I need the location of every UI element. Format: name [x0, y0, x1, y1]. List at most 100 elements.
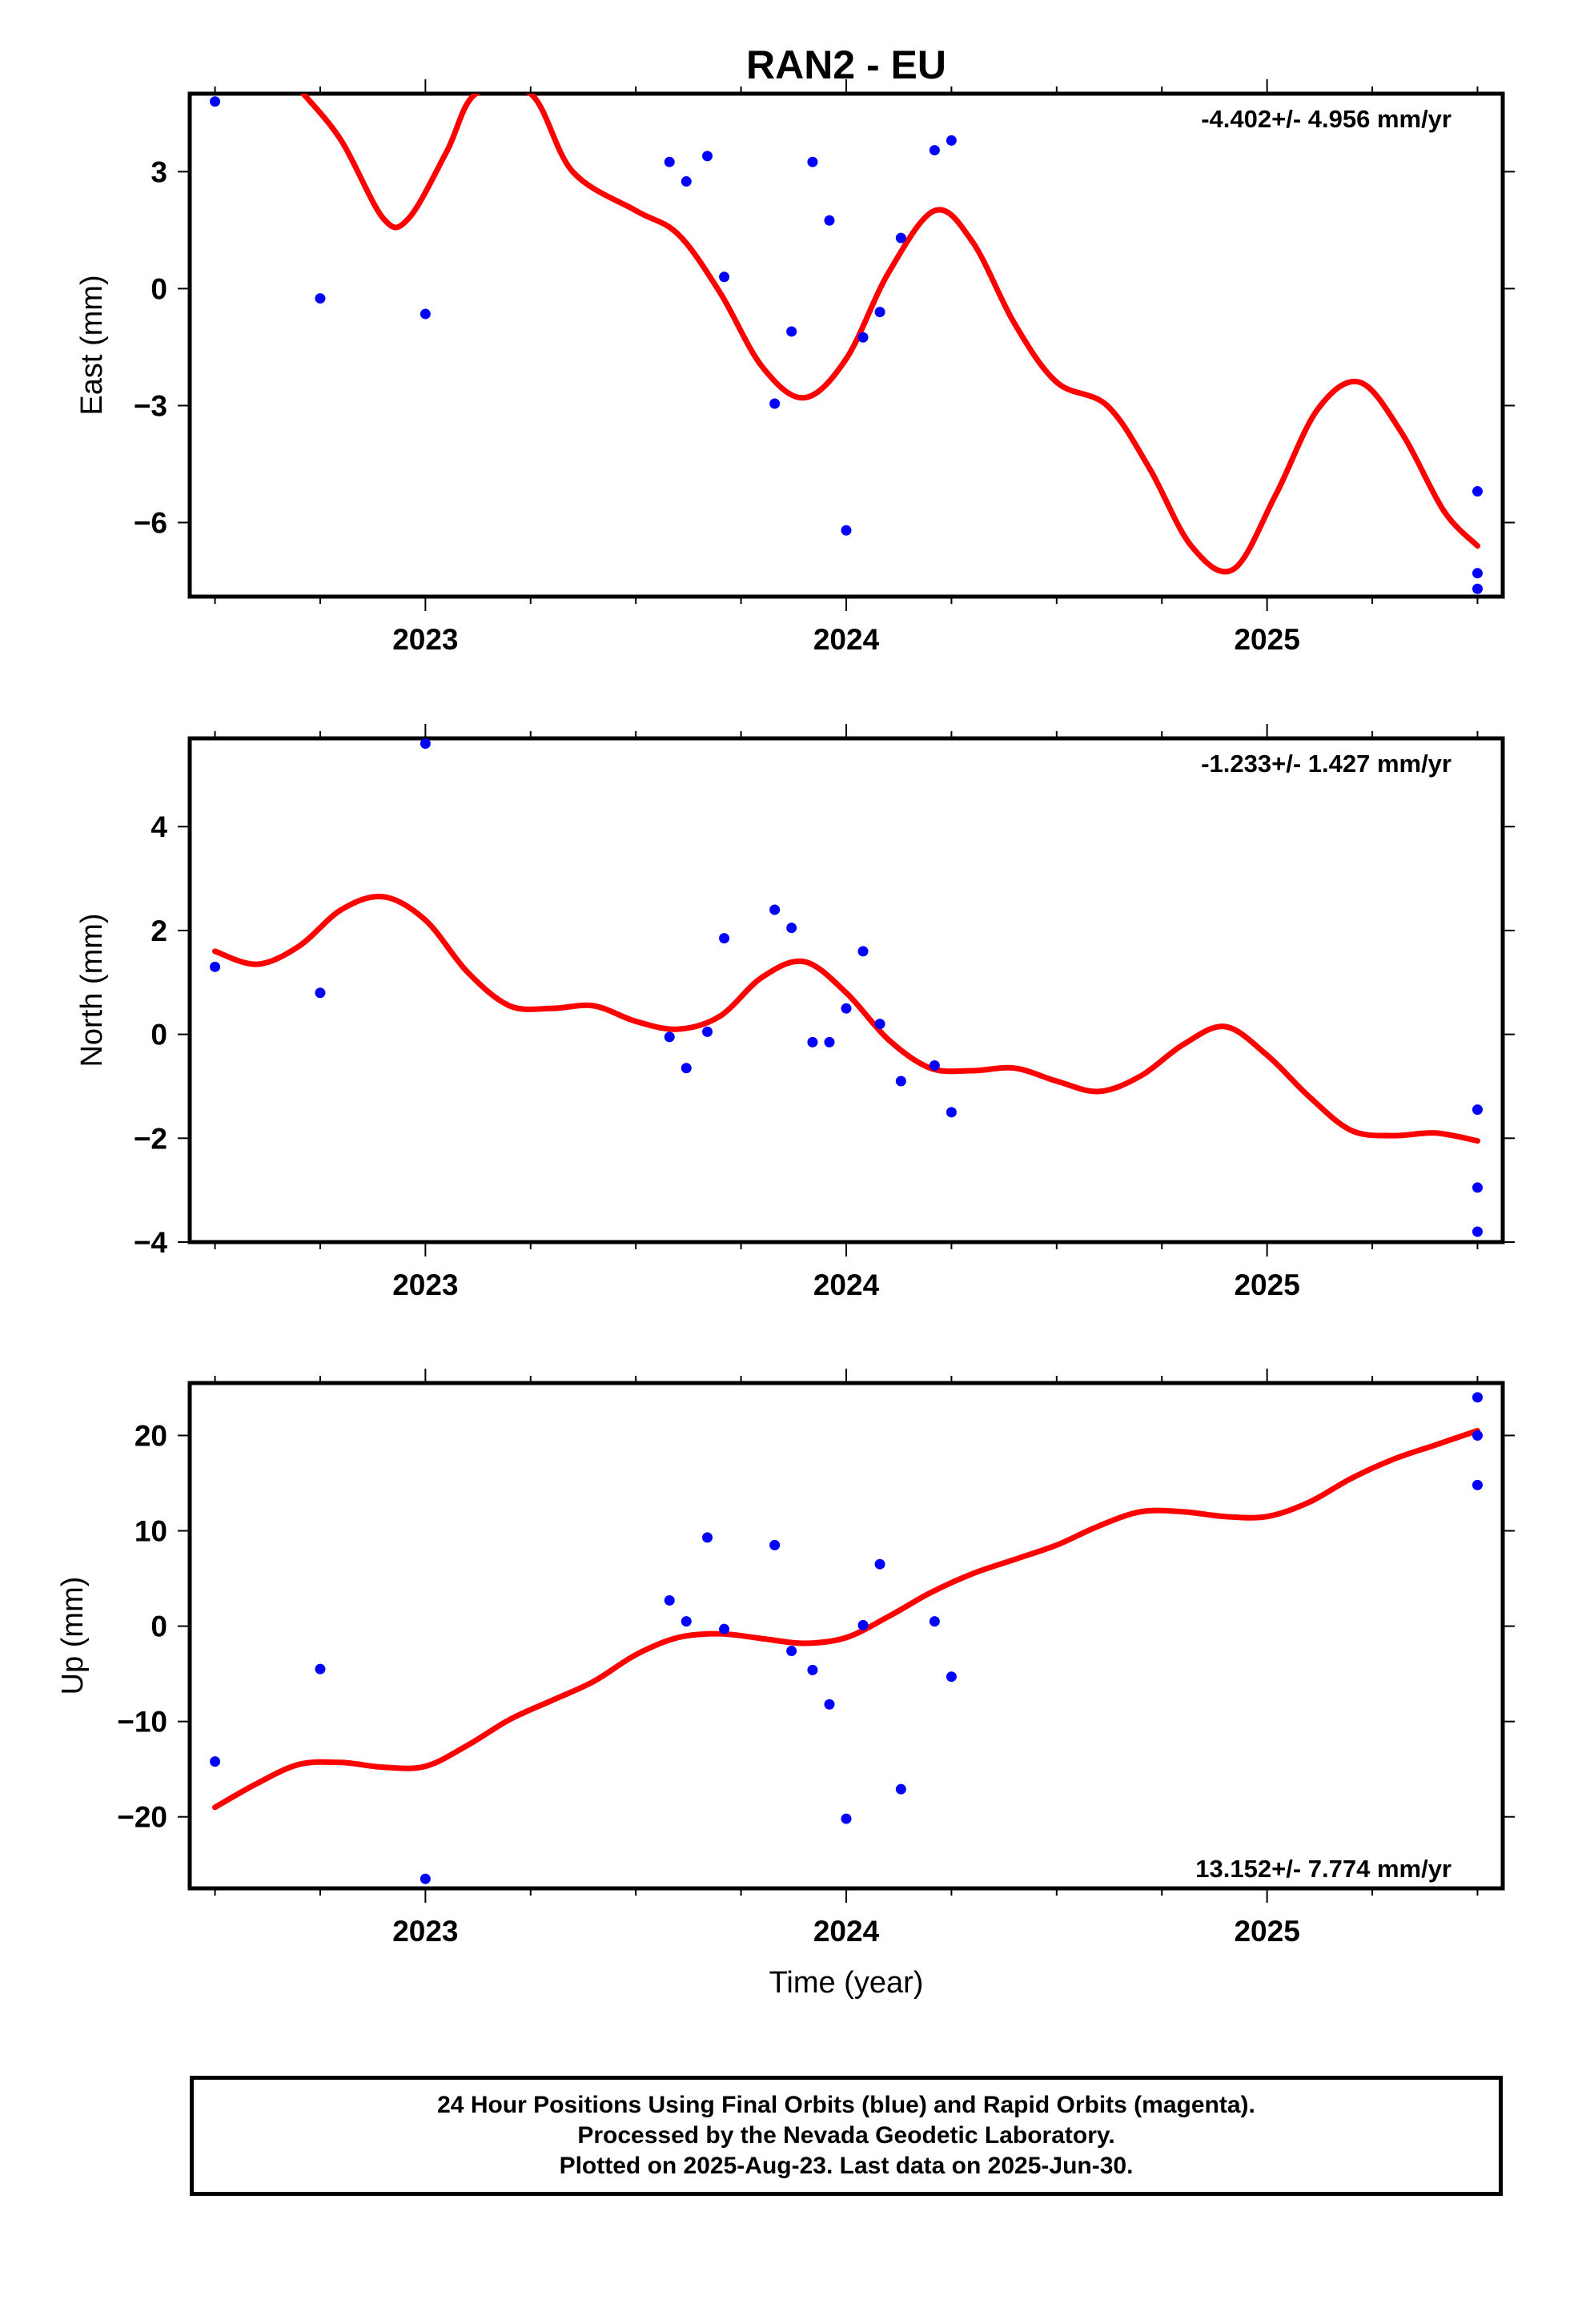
east-y-tick-label: 0 [151, 272, 167, 305]
north-y-tick-label: −2 [134, 1122, 167, 1155]
east-panel: 2023 2024 2025 −6 −3 0 3 East (mm) -4.402+/- 4.9… [75, 79, 1515, 656]
east-data-point [895, 232, 906, 243]
up-data-point [315, 1663, 326, 1675]
up-data-point [681, 1616, 692, 1627]
north-data-points [210, 738, 1483, 1237]
north-data-point [895, 1076, 906, 1087]
north-data-point [420, 738, 431, 749]
east-rate-label: -4.402+/- 4.956 mm/yr [1201, 105, 1452, 133]
up-x-tick-label: 2023 [392, 1915, 458, 1948]
north-data-point [857, 946, 869, 957]
north-y-tick-label: 0 [151, 1019, 167, 1051]
north-data-point [769, 904, 781, 915]
north-x-tick-label: 2025 [1234, 1269, 1299, 1301]
east-x-tick-label: 2023 [392, 623, 458, 656]
east-data-point [719, 271, 730, 283]
north-x-tick-label: 2024 [813, 1269, 880, 1301]
up-data-points [210, 1392, 1483, 1884]
footer-line-2: Processed by the Nevada Geodetic Laborat… [577, 2122, 1115, 2149]
north-data-point [1472, 1104, 1483, 1116]
up-data-point [786, 1646, 797, 1657]
north-data-point [1472, 1226, 1483, 1237]
north-x-tick-label: 2023 [392, 1269, 458, 1301]
up-data-point [946, 1671, 957, 1683]
north-y-tick-label: 2 [151, 915, 167, 947]
north-data-point [681, 1063, 692, 1074]
up-data-point [807, 1664, 818, 1675]
up-y-tick-label: 0 [151, 1610, 167, 1643]
east-x-tick-label: 2024 [813, 623, 880, 656]
east-data-point [874, 307, 885, 318]
up-y-tick-label: 20 [135, 1419, 167, 1452]
east-data-point [210, 96, 221, 107]
up-x-ticks [214, 1369, 1479, 1903]
up-data-point [1472, 1429, 1483, 1441]
east-data-points [210, 96, 1483, 594]
east-data-point [420, 308, 431, 320]
up-data-point [874, 1558, 885, 1570]
north-data-point [702, 1026, 713, 1037]
north-data-point [786, 923, 797, 934]
north-data-point [719, 933, 730, 944]
east-data-point [786, 326, 797, 337]
east-data-point [807, 156, 818, 167]
east-data-point [857, 332, 869, 343]
up-fit-curve [212, 1428, 1480, 1811]
up-data-point [1472, 1479, 1483, 1490]
up-y-axis-label: Up (mm) [56, 1577, 90, 1695]
up-data-point [857, 1619, 869, 1630]
up-data-point [895, 1783, 906, 1795]
north-data-point [824, 1036, 835, 1047]
north-panel: 2023 2024 2025 −4 −2 0 2 4 North (mm) -1.233+/- 1… [75, 724, 1515, 1301]
north-data-point [664, 1031, 675, 1043]
north-rate-label: -1.233+/- 1.427 mm/yr [1201, 750, 1452, 778]
east-data-point [702, 151, 713, 162]
north-fit-curve [212, 893, 1480, 1144]
up-data-point [824, 1699, 835, 1710]
up-y-tick-label: −10 [117, 1706, 167, 1739]
up-data-point [702, 1532, 713, 1543]
north-data-point [946, 1107, 957, 1118]
east-data-point [824, 215, 835, 226]
east-data-point [681, 176, 692, 187]
east-data-point [946, 135, 957, 146]
east-x-tick-label: 2025 [1234, 623, 1299, 656]
up-x-tick-label: 2024 [813, 1915, 880, 1948]
east-data-point [1472, 583, 1483, 594]
north-data-point [874, 1019, 885, 1030]
east-data-point [315, 293, 326, 304]
up-data-point [719, 1623, 730, 1634]
east-fit-curve [300, 94, 1480, 575]
east-data-point [769, 398, 781, 409]
footer-box: 24 Hour Positions Using Final Orbits (bl… [190, 2076, 1503, 2196]
east-data-point [1472, 568, 1483, 579]
north-data-point [929, 1060, 940, 1072]
footer-line-3: Plotted on 2025-Aug-23. Last data on 202… [559, 2153, 1134, 2179]
up-data-point [929, 1616, 940, 1627]
east-data-point [929, 145, 940, 156]
up-panel: 2023 2024 2025 −20 −10 0 10 20 Up (mm) 13.152+/- … [56, 1369, 1515, 1948]
x-axis-label: Time (year) [769, 1966, 924, 2000]
east-data-point [664, 156, 675, 167]
north-data-point [210, 961, 221, 972]
east-y-tick-label: −6 [134, 507, 167, 540]
up-data-point [420, 1873, 431, 1884]
north-data-point [1472, 1182, 1483, 1193]
north-y-tick-label: 4 [151, 810, 167, 843]
up-data-point [664, 1594, 675, 1606]
east-y-axis-label: East (mm) [75, 275, 109, 415]
up-rate-label: 13.152+/- 7.774 mm/yr [1195, 1855, 1452, 1883]
north-y-tick-label: −4 [134, 1226, 168, 1259]
east-frame [187, 91, 1505, 599]
north-y-axis-label: North (mm) [75, 913, 109, 1067]
east-y-tick-label: −3 [134, 389, 167, 422]
east-data-point [1472, 486, 1483, 497]
north-data-point [807, 1036, 818, 1047]
up-data-point [769, 1539, 781, 1550]
up-y-tick-label: −20 [117, 1801, 167, 1834]
east-y-tick-label: 3 [151, 155, 167, 188]
up-x-tick-label: 2025 [1234, 1915, 1299, 1948]
east-x-ticks [214, 79, 1479, 611]
up-y-tick-label: 10 [135, 1515, 167, 1548]
